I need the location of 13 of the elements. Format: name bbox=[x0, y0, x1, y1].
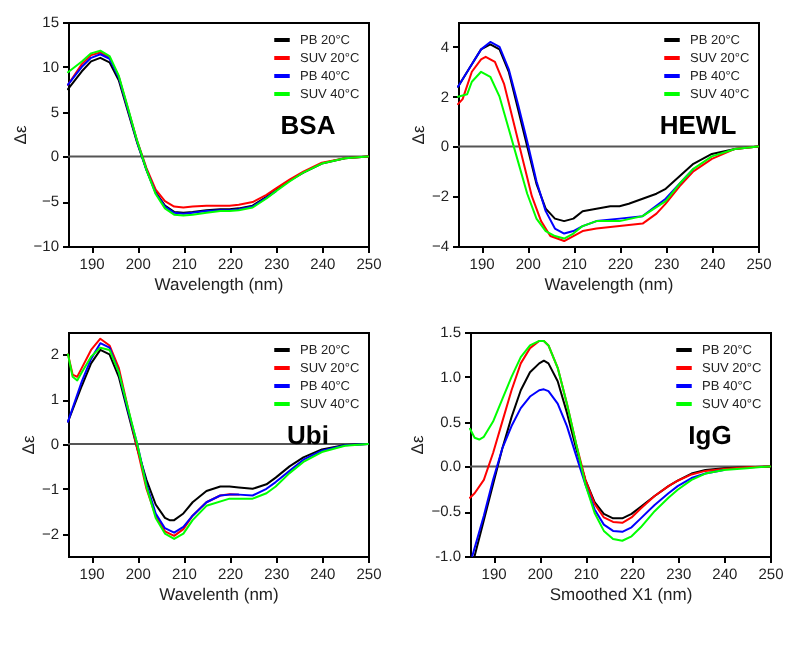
x-axis-title: Wavelength (nm) bbox=[544, 274, 674, 294]
line-series bbox=[67, 53, 277, 215]
x-axis-title: Wavelength (nm) bbox=[154, 274, 284, 294]
x-axis-title: Wavelenth (nm) bbox=[159, 584, 279, 604]
y-axis-title: Δε bbox=[407, 125, 428, 145]
annotation: HEWL bbox=[659, 110, 737, 140]
annotation: IgG bbox=[688, 420, 732, 450]
y-axis-title: Δε bbox=[17, 435, 38, 455]
annotation: BSA bbox=[280, 110, 337, 140]
y-axis-title: Δε bbox=[9, 125, 30, 145]
annotation: Ubi bbox=[287, 420, 329, 450]
x-axis-title: Smoothed X1 (nm) bbox=[549, 584, 693, 604]
y-axis-title: Δε bbox=[407, 435, 428, 455]
